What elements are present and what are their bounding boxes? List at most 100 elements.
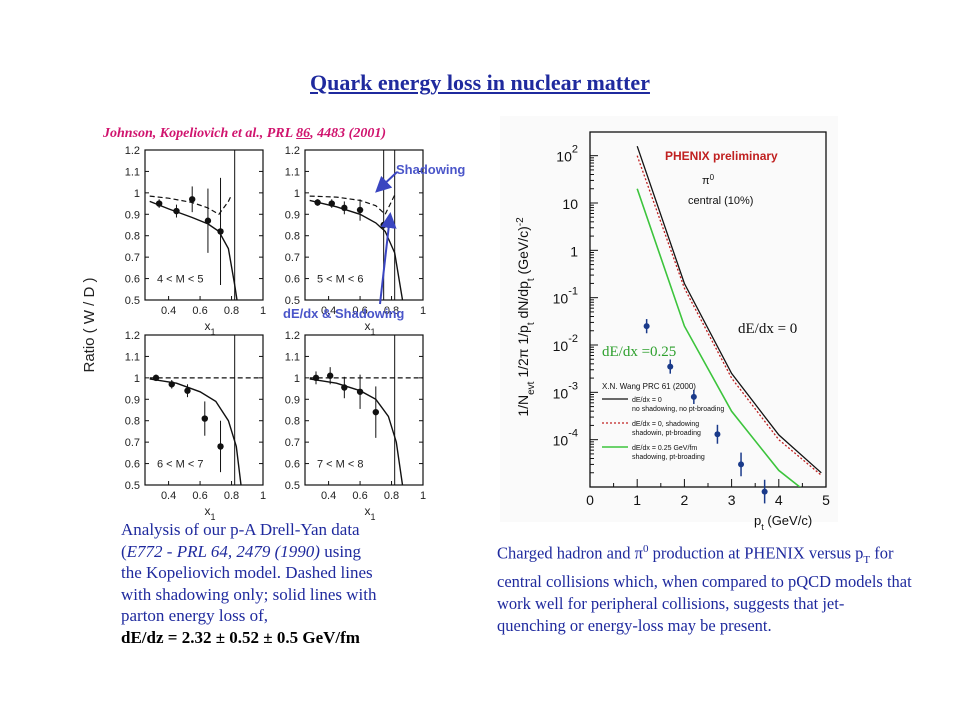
y-tick-label: 1.1 xyxy=(125,351,140,363)
y-tick-label: 10 xyxy=(562,196,578,212)
y-tick-label: 0.9 xyxy=(285,209,300,221)
x-tick-label: 1 xyxy=(260,490,266,502)
x-tick-label: 0.8 xyxy=(224,490,239,502)
y-tick-label: 1 xyxy=(134,373,140,385)
data-point xyxy=(312,374,320,382)
energy-loss-value: dE/dz = 2.32 ± 0.52 ± 0.5 GeV/fm xyxy=(121,627,360,647)
shadowing-arrow xyxy=(375,171,398,193)
y-tick-label: 0.6 xyxy=(285,459,300,471)
x-axis-label: x1 xyxy=(364,504,375,520)
x-tick-label: 3 xyxy=(728,492,736,508)
data-point xyxy=(690,393,697,400)
data-point xyxy=(217,443,224,450)
y-tick-label: 0.5 xyxy=(285,295,300,307)
y-tick-label: 0.7 xyxy=(125,252,140,264)
y-tick-label: 1.1 xyxy=(125,166,140,178)
y-tick-label: 0.9 xyxy=(285,394,300,406)
data-point xyxy=(314,199,321,206)
citation: Johnson, Kopeliovich et al., PRL 86, 448… xyxy=(103,126,386,141)
model-curve-green xyxy=(636,188,802,487)
x-tick-label: 0.8 xyxy=(224,305,239,317)
drell-yan-ratio-figure: Ratio ( W / D ) 0.5 0.6 0.7 0.8 0.9 1 1.1 1.2 0.… xyxy=(81,145,426,520)
y-tick-label: 1 xyxy=(294,188,300,200)
x-axis-label: x1 xyxy=(204,504,215,520)
y-tick-label: 0.7 xyxy=(285,437,300,449)
ratio-panel: 0.5 0.6 0.7 0.8 0.9 1 1.1 1.2 0.4 0.6 0.8 1 x1 4 < M … xyxy=(125,145,266,337)
panel-frame xyxy=(304,334,424,486)
x-tick-label: 0.6 xyxy=(352,490,367,502)
x-tick-label: 5 xyxy=(822,492,830,508)
legend-entry-line1: dE/dx = 0 xyxy=(632,397,662,404)
data-point xyxy=(341,384,348,391)
y-tick-label: 0.6 xyxy=(285,274,300,286)
figure-background xyxy=(500,116,838,522)
data-point xyxy=(201,415,208,422)
data-point xyxy=(356,388,364,395)
shadowing-label: Shadowing xyxy=(396,162,466,177)
data-point xyxy=(152,374,160,382)
y-tick-label: 1.2 xyxy=(125,330,140,342)
x-tick-label: 0.8 xyxy=(384,305,399,317)
data-point xyxy=(184,387,191,394)
mass-range-label: 4 < M < 5 xyxy=(157,274,203,286)
data-point xyxy=(372,408,379,416)
shadowing-dashed-curve xyxy=(309,194,396,216)
x-tick-label: 2 xyxy=(681,492,689,508)
x-tick-label: 0.8 xyxy=(384,490,399,502)
x-axis-label: pt (GeV/c) xyxy=(754,513,812,530)
data-point xyxy=(155,200,163,207)
dedx-shadowing-label: dE/dx & Shadowing xyxy=(283,306,405,321)
data-point xyxy=(356,206,364,214)
slide-title: Quark energy loss in nuclear matter xyxy=(310,70,650,95)
x-tick-label: 0 xyxy=(586,492,594,508)
data-point xyxy=(738,461,745,468)
legend-entry-line2: no shadowing, no pt-broading xyxy=(632,406,724,413)
x-tick-label: 1 xyxy=(420,305,426,317)
mass-range-label: 6 < M < 7 xyxy=(157,459,203,471)
ratio-panel: 0.5 0.6 0.7 0.8 0.9 1 1.1 1.2 0.4 0.6 0.8 1 x1 5 < M … xyxy=(285,145,426,337)
legend-entry-line1: dE/dx = 0, shadowing xyxy=(632,421,699,428)
legend-title: X.N. Wang PRC 61 (2000) xyxy=(602,382,696,391)
y-tick-label: 1.2 xyxy=(125,145,140,157)
mass-range-label: 5 < M < 6 xyxy=(317,274,363,286)
x-axis-label: x1 xyxy=(204,319,215,337)
x-axis-label: x1 xyxy=(364,319,375,337)
y-tick-label: 0.7 xyxy=(125,437,140,449)
annotation-arrows xyxy=(375,171,398,305)
y-tick-label: 0.8 xyxy=(285,416,300,428)
x-tick-label: 0.4 xyxy=(321,490,336,502)
model-curve-red-dotted xyxy=(636,155,822,476)
y-tick-label: 0.5 xyxy=(125,295,140,307)
data-point xyxy=(761,488,768,495)
y-tick-label: 0.7 xyxy=(285,252,300,264)
x-tick-label: 0.4 xyxy=(161,490,176,502)
legend-entry-line2: shadowing, pt-broading xyxy=(632,454,705,461)
y-tick-label: 0.8 xyxy=(285,231,300,243)
panel-frame xyxy=(304,149,424,301)
y-tick-label: 0.6 xyxy=(125,274,140,286)
panel-frame xyxy=(144,149,264,301)
x-tick-label: 0.6 xyxy=(352,305,367,317)
y-tick-label: 0.9 xyxy=(125,394,140,406)
data-point xyxy=(714,431,721,438)
panel-frame xyxy=(144,334,264,486)
data-point xyxy=(189,196,196,203)
centrality-label: central (10%) xyxy=(688,195,753,207)
y-tick-label: 0.6 xyxy=(125,459,140,471)
y-tick-label: 1 xyxy=(570,243,578,259)
ratio-panel: 0.5 0.6 0.7 0.8 0.9 1 1.1 1.2 0.4 0.6 0.8 1 x1 6 < M … xyxy=(125,330,266,520)
x-tick-label: 0.4 xyxy=(321,305,336,317)
y-tick-label: 1.1 xyxy=(285,351,300,363)
ratio-panel: 0.5 0.6 0.7 0.8 0.9 1 1.1 1.2 0.4 0.6 0.8 1 x1 7 < M … xyxy=(285,330,426,520)
y-tick-label: 0.8 xyxy=(125,231,140,243)
data-point xyxy=(173,207,180,215)
data-point xyxy=(643,323,650,330)
data-point xyxy=(168,381,175,388)
data-point xyxy=(217,228,224,235)
model-curve-black xyxy=(636,145,822,474)
energy-loss-solid-curve xyxy=(149,378,242,485)
y-tick-label: 1 xyxy=(294,373,300,385)
y-axis-label: Ratio ( W / D ) xyxy=(81,277,98,372)
left-caption: Analysis of our p-A Drell-Yan data (E772… xyxy=(121,519,471,648)
